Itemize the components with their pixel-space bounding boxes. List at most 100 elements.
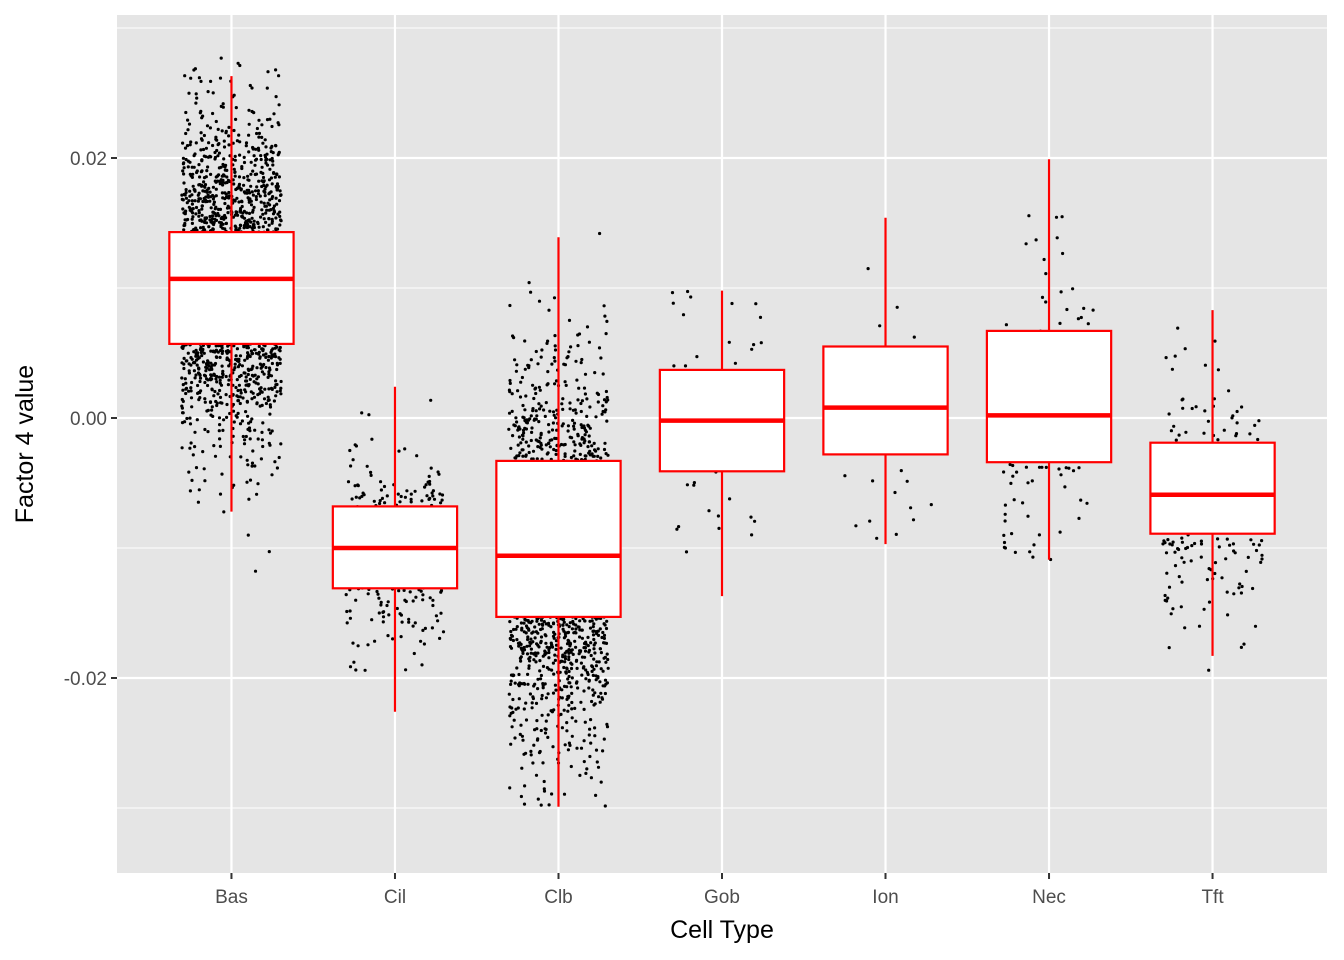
data-point	[248, 429, 252, 433]
data-point	[1213, 339, 1217, 343]
data-point	[565, 649, 569, 653]
data-point	[238, 63, 242, 68]
data-point	[580, 636, 585, 640]
data-point	[190, 380, 194, 385]
data-point	[596, 765, 601, 769]
data-point	[1003, 512, 1007, 516]
data-point	[404, 668, 408, 672]
data-point	[596, 633, 601, 638]
data-point	[511, 627, 516, 632]
data-point	[561, 618, 565, 622]
data-point	[549, 625, 553, 629]
data-point	[575, 746, 579, 750]
data-point	[277, 123, 281, 127]
data-point	[198, 379, 202, 384]
data-point	[582, 426, 587, 430]
data-point	[209, 206, 213, 210]
data-point	[567, 350, 571, 354]
data-point	[268, 203, 272, 207]
data-point	[248, 354, 252, 359]
data-point	[233, 199, 237, 203]
data-point	[593, 691, 597, 695]
data-point	[515, 638, 519, 642]
data-point	[268, 198, 272, 202]
data-point	[563, 657, 568, 661]
data-point	[535, 457, 539, 461]
data-point	[538, 749, 542, 754]
data-point	[419, 639, 423, 643]
data-point	[537, 402, 541, 406]
data-point	[226, 211, 230, 215]
data-point	[223, 191, 227, 195]
data-point	[514, 369, 519, 373]
data-point	[1176, 326, 1180, 330]
data-point	[592, 441, 596, 445]
data-point	[546, 339, 550, 343]
data-point	[197, 183, 201, 187]
data-point	[191, 211, 195, 215]
data-point	[552, 447, 556, 452]
data-point	[565, 623, 569, 627]
data-point	[258, 194, 262, 198]
data-point	[547, 441, 551, 446]
data-point	[894, 532, 898, 537]
data-point	[236, 411, 240, 415]
data-point	[585, 397, 589, 401]
data-point	[269, 374, 274, 378]
data-point	[529, 749, 533, 754]
data-point	[570, 734, 574, 738]
data-point	[591, 454, 595, 458]
data-point	[267, 441, 271, 445]
data-point	[1260, 539, 1264, 543]
data-point	[598, 627, 602, 631]
data-point	[514, 707, 518, 711]
data-point	[529, 637, 533, 641]
data-point	[518, 732, 522, 737]
data-point	[686, 289, 690, 294]
data-point	[208, 126, 212, 130]
data-point	[1064, 466, 1068, 470]
data-point	[195, 418, 199, 422]
data-point	[547, 650, 551, 655]
data-point	[262, 217, 266, 221]
data-point	[247, 200, 251, 204]
data-point	[520, 626, 524, 630]
data-point	[1027, 214, 1031, 218]
data-point	[515, 420, 519, 424]
data-point	[250, 367, 254, 371]
data-point	[251, 449, 255, 453]
data-point	[586, 445, 590, 449]
data-point	[193, 376, 197, 380]
data-point	[530, 619, 534, 623]
data-point	[572, 424, 576, 428]
data-point	[590, 619, 594, 623]
data-point	[250, 373, 254, 377]
data-point	[278, 345, 282, 350]
data-point	[550, 668, 554, 672]
data-point	[603, 641, 607, 645]
data-point	[184, 391, 188, 396]
data-point	[279, 193, 283, 197]
data-point	[247, 421, 251, 425]
data-point	[220, 174, 224, 178]
data-point	[246, 384, 251, 388]
data-point	[585, 414, 589, 418]
data-point	[567, 741, 572, 745]
data-point	[249, 172, 253, 176]
data-point	[572, 427, 576, 431]
data-point	[604, 389, 609, 394]
data-point	[381, 620, 385, 624]
data-point	[540, 713, 544, 717]
data-point	[438, 492, 442, 496]
data-point	[211, 185, 215, 189]
data-point	[554, 448, 558, 453]
data-point	[194, 205, 199, 210]
data-point	[535, 738, 540, 742]
data-point	[196, 354, 200, 358]
data-point	[580, 628, 584, 632]
data-point	[546, 370, 550, 374]
data-point	[1254, 548, 1259, 553]
data-point	[204, 221, 209, 225]
data-point	[598, 231, 602, 236]
data-point	[191, 207, 195, 211]
